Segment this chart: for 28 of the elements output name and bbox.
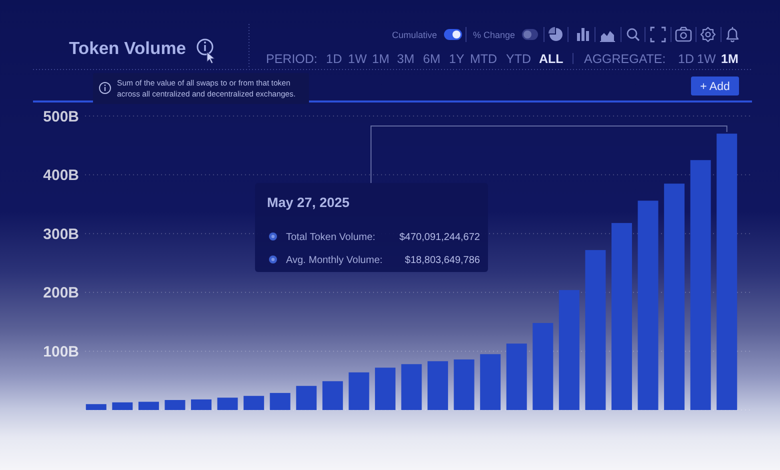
y-tick-label: 400B <box>43 167 80 184</box>
chart-title: Token Volume <box>69 38 186 58</box>
text: 1M <box>372 52 390 66</box>
annotation: Avg. Monthly Volume: <box>286 255 383 266</box>
text: 1D <box>326 52 342 66</box>
text: Cumulative <box>392 30 438 40</box>
text: % Change <box>473 30 516 40</box>
annotation: $18,803,649,786 <box>404 255 480 266</box>
text: 1W <box>697 52 716 66</box>
text: 1W <box>348 52 367 66</box>
annotation: $470,091,244,672 <box>399 232 480 243</box>
text: YTD <box>506 52 531 66</box>
text: 1D <box>678 52 694 66</box>
annotation: May 27, 2025 <box>267 195 350 210</box>
text: PERIOD: <box>266 52 318 66</box>
text: 1M <box>721 52 738 66</box>
text: + Add <box>700 81 730 93</box>
y-tick-label: 300B <box>43 226 80 243</box>
text: MTD <box>470 52 498 66</box>
y-tick-label: 500B <box>43 108 80 126</box>
y-tick-label: 200B <box>43 284 80 302</box>
text: AGGREGATE: <box>584 52 666 66</box>
text: 1Y <box>449 52 465 66</box>
text: 3M <box>397 52 414 66</box>
y-tick-label: 100B <box>43 343 80 360</box>
annotation: Total Token Volume: <box>286 232 376 243</box>
text: ALL <box>539 52 564 66</box>
text: 6M <box>423 52 440 66</box>
